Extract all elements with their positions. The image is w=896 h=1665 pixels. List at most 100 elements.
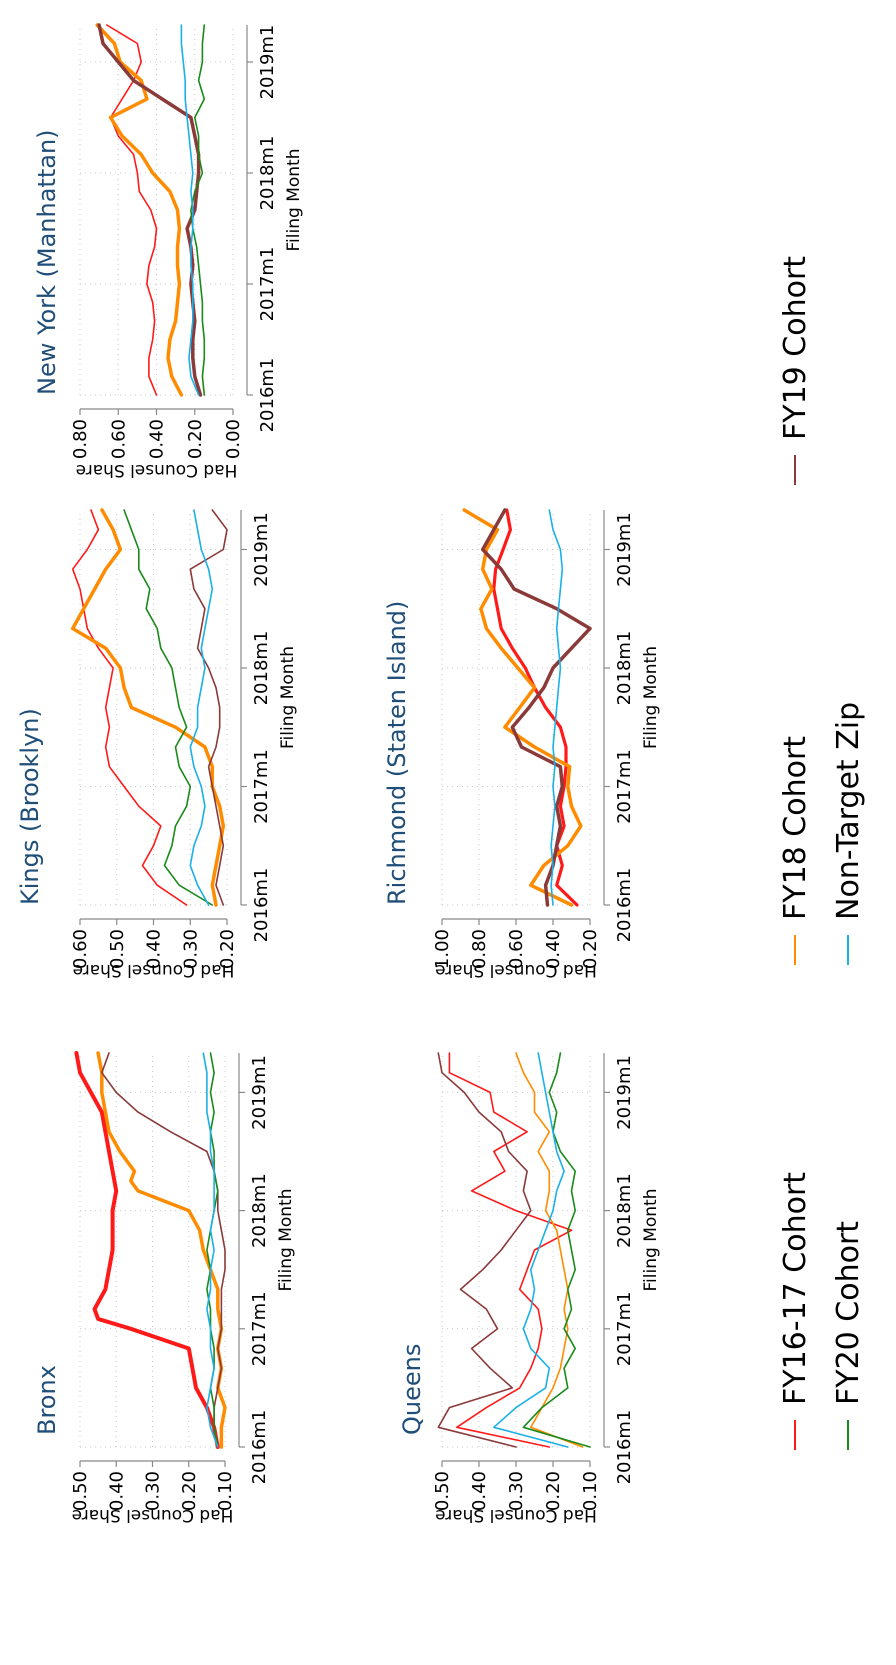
y-axis-title: Had Counsel Share [73, 960, 235, 980]
series-line-fy16-17-cohort [492, 508, 579, 907]
series-line-fy16-17-cohort [106, 24, 158, 396]
panel-title: Bronx [33, 1365, 61, 1435]
y-tick-label: 0.00 [223, 419, 244, 459]
series-line-fy16-17-cohort [71, 509, 188, 906]
y-tick-label: 0.10 [580, 1471, 601, 1511]
y-tick-label: 0.20 [580, 929, 601, 969]
panel-4: Richmond (Staten Island) 1.00 0.80 0.60 0.40… [383, 508, 661, 980]
x-tick-label: 2019m1 [251, 512, 272, 587]
legend-label: FY18 Cohort [778, 736, 813, 920]
series-line-fy16-17-cohort [74, 1051, 220, 1449]
panel-1: Kings (Brooklyn) 0.60 0.50 0.40 0.30 0.20Had … [16, 508, 298, 980]
legend-label: Non-Target Zip [831, 702, 866, 920]
y-tick-label: 0.30 [180, 929, 201, 969]
y-axis-title: Had Counsel Share [76, 460, 238, 480]
panel-title: Queens [398, 1344, 426, 1435]
series-line-non-target-zip [202, 1052, 219, 1448]
x-axis-title: Filing Month [284, 149, 304, 252]
series-line-fy20-cohort [190, 24, 206, 396]
legend-item: FY18 Cohort [778, 736, 813, 965]
x-tick-label: 2016m1 [251, 868, 272, 943]
y-tick-label: 0.60 [70, 929, 91, 969]
x-tick-label: 2018m1 [251, 631, 272, 706]
y-tick-label: 0.60 [506, 929, 527, 969]
panel-2: New York (Manhattan) 0.80 0.60 0.40 0.20 0.00… [33, 23, 304, 480]
y-axis-title: Had Counsel Share [435, 960, 597, 980]
y-tick-label: 0.30 [143, 1471, 164, 1511]
x-tick-label: 2017m1 [251, 749, 272, 824]
series-line-non-target-zip [492, 1052, 569, 1448]
series-line-fy19-cohort [101, 1052, 226, 1448]
series-line-fy18-cohort [96, 1051, 227, 1449]
y-tick-label: 0.50 [432, 1471, 453, 1511]
series-line-fy20-cohort [522, 1052, 591, 1448]
x-tick-label: 2019m1 [614, 512, 635, 587]
legend-item: FY20 Cohort [831, 1221, 866, 1450]
y-tick-label: 0.20 [179, 1471, 200, 1511]
x-axis-title: Filing Month [641, 1189, 661, 1292]
x-tick-label: 2016m1 [614, 1410, 635, 1485]
x-tick-label: 2019m1 [249, 1055, 270, 1130]
y-tick-label: 0.20 [543, 1471, 564, 1511]
y-tick-label: 0.50 [70, 1471, 91, 1511]
x-axis-title: Filing Month [276, 1189, 296, 1292]
x-axis-title: Filing Month [278, 646, 298, 749]
legend-item: Non-Target Zip [831, 702, 866, 965]
x-axis-title: Filing Month [641, 646, 661, 749]
y-tick-label: 1.00 [432, 929, 453, 969]
series-line-non-target-zip [180, 24, 200, 396]
x-tick-label: 2017m1 [614, 749, 635, 824]
legend-label: FY16-17 Cohort [778, 1172, 813, 1405]
legend-item: FY19 Cohort [778, 256, 813, 485]
x-tick-label: 2017m1 [249, 1291, 270, 1366]
x-tick-label: 2016m1 [257, 358, 278, 433]
y-tick-label: 0.40 [144, 929, 165, 969]
series-line-fy18-cohort [70, 508, 226, 907]
legend: FY16-17 Cohort FY20 Cohort FY18 Cohort Non-… [778, 256, 866, 1450]
y-axis-title: Had Counsel Share [72, 1505, 234, 1525]
series-line-non-target-zip [548, 509, 564, 906]
x-tick-label: 2018m1 [614, 631, 635, 706]
series-line-fy18-cohort [515, 1052, 584, 1448]
panel-title: Kings (Brooklyn) [16, 708, 44, 905]
x-tick-label: 2016m1 [614, 868, 635, 943]
y-tick-label: 0.80 [469, 929, 490, 969]
y-tick-label: 0.60 [108, 419, 129, 459]
y-tick-label: 0.80 [70, 419, 91, 459]
x-tick-label: 2016m1 [249, 1410, 270, 1485]
x-tick-label: 2017m1 [257, 247, 278, 322]
y-tick-label: 0.50 [107, 929, 128, 969]
series-line-non-target-zip [189, 509, 214, 906]
legend-item: FY16-17 Cohort [778, 1172, 813, 1450]
y-tick-label: 0.40 [106, 1471, 127, 1511]
x-tick-label: 2019m1 [257, 25, 278, 100]
series-line-fy19-cohort [189, 509, 228, 906]
y-tick-label: 0.40 [543, 929, 564, 969]
y-tick-label: 0.40 [147, 419, 168, 459]
panel-title: Richmond (Staten Island) [383, 601, 411, 905]
legend-label: FY20 Cohort [831, 1221, 866, 1405]
y-axis-title: Had Counsel Share [435, 1505, 597, 1525]
x-tick-label: 2018m1 [249, 1173, 270, 1248]
x-tick-label: 2019m1 [614, 1055, 635, 1130]
x-tick-label: 2018m1 [614, 1173, 635, 1248]
series-line-fy19-cohort [97, 23, 203, 397]
y-tick-label: 0.40 [469, 1471, 490, 1511]
y-tick-label: 0.30 [506, 1471, 527, 1511]
series-line-fy18-cohort [462, 508, 583, 907]
series-line-fy19-cohort [437, 1052, 532, 1448]
x-tick-label: 2017m1 [614, 1291, 635, 1366]
series-line-fy16-17-cohort [448, 1052, 573, 1448]
series-line-fy19-cohort [480, 508, 592, 907]
y-tick-label: 0.20 [185, 419, 206, 459]
y-tick-label: 0.20 [217, 929, 238, 969]
panel-title: New York (Manhattan) [33, 129, 61, 395]
x-tick-label: 2018m1 [257, 136, 278, 211]
series-line-fy18-cohort [95, 23, 184, 397]
series-line-fy20-cohort [123, 509, 214, 906]
y-tick-label: 0.10 [215, 1471, 236, 1511]
